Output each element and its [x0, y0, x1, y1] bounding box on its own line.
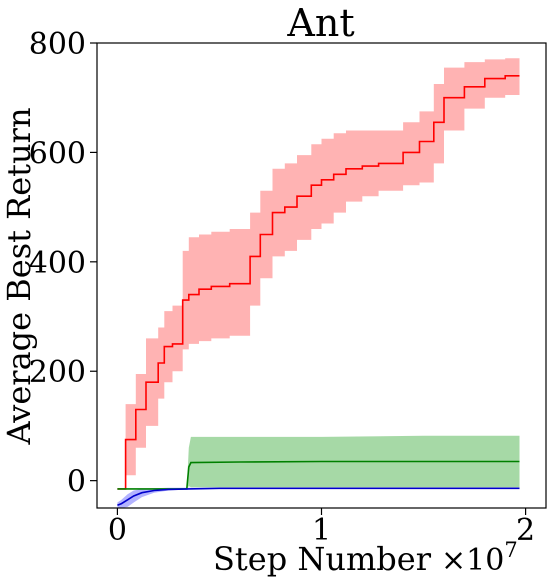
- x-axis-multiplier: ×107: [441, 538, 518, 578]
- y-axis-label: Average Best Return: [0, 107, 38, 445]
- x-tick-label: 0: [108, 513, 127, 548]
- chart-title: Ant: [286, 1, 354, 45]
- series-2-line: [117, 460, 520, 490]
- series-1-band: [117, 58, 520, 489]
- series-3-band: [117, 487, 520, 508]
- series-2-band: [117, 435, 520, 489]
- x-tick-label: 1: [312, 513, 331, 548]
- bands-layer: [117, 58, 520, 508]
- x-axis: 0 1 2: [108, 508, 535, 548]
- y-tick-label: 800: [29, 27, 86, 62]
- x-tick-label: 2: [516, 513, 535, 548]
- series-3-line: [117, 487, 520, 507]
- y-tick-label: 0: [67, 465, 86, 500]
- y-tick-label: 200: [29, 355, 86, 390]
- x-axis-multiplier-exponent: 7: [504, 538, 517, 562]
- y-tick-label: 400: [29, 246, 86, 281]
- y-tick-label: 600: [29, 136, 86, 171]
- lines-layer: [117, 75, 520, 507]
- x-axis-label: Step Number: [213, 540, 432, 578]
- x-axis-multiplier-base: ×10: [441, 543, 504, 578]
- y-axis: 0 200 400 600 800: [29, 27, 97, 500]
- series-1-line: [117, 75, 520, 490]
